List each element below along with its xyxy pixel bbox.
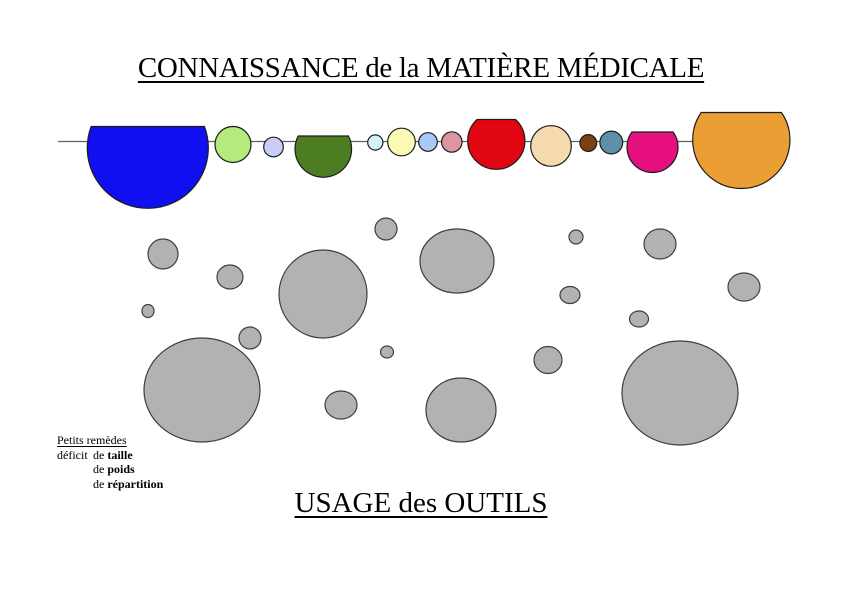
legend-prefix: déficit bbox=[57, 447, 88, 462]
gray-bubble-2 bbox=[216, 264, 244, 290]
bead-blue bbox=[86, 125, 209, 209]
legend-item-pre: de bbox=[93, 476, 105, 491]
bead-pale-yellow bbox=[387, 127, 416, 157]
gray-bubble-8 bbox=[643, 228, 677, 260]
gray-bubble-17 bbox=[533, 345, 563, 375]
legend-item-poids: de poids bbox=[93, 462, 163, 477]
legend-item-pre: de bbox=[93, 447, 105, 462]
gray-bubble-4 bbox=[278, 249, 368, 339]
gray-bubble-13 bbox=[379, 345, 395, 359]
bead-pale-cyan bbox=[367, 134, 384, 151]
legend-body: déficit de taille de poids de répartitio… bbox=[57, 448, 163, 492]
gray-bubble-11 bbox=[628, 310, 650, 328]
bead-magenta bbox=[626, 131, 679, 174]
gray-bubble-3 bbox=[141, 303, 155, 319]
bead-light-blue bbox=[418, 132, 438, 152]
footer-title: USAGE des OUTILS bbox=[294, 487, 548, 519]
bead-dark-green bbox=[294, 135, 353, 178]
bead-brown bbox=[579, 134, 598, 153]
gray-bubble-14 bbox=[143, 337, 261, 443]
gray-bubble-7 bbox=[568, 229, 584, 245]
legend-items: de taille de poids de répartition bbox=[93, 448, 163, 492]
gray-bubble-10 bbox=[727, 272, 761, 302]
gray-bubble-5 bbox=[374, 217, 398, 241]
bead-wheat bbox=[530, 125, 572, 167]
legend: Petits remèdes déficit de taille de poid… bbox=[57, 433, 163, 491]
legend-heading: Petits remèdes bbox=[57, 433, 127, 447]
gray-bubble-18 bbox=[621, 340, 739, 446]
legend-item-pre: de bbox=[93, 462, 105, 476]
gray-bubble-9 bbox=[559, 285, 581, 305]
bead-red bbox=[467, 118, 526, 170]
legend-item-repartition: de répartition bbox=[93, 477, 163, 492]
legend-item-bold: poids bbox=[107, 462, 135, 476]
gray-bubble-12 bbox=[238, 326, 262, 350]
bead-yellow-green bbox=[214, 125, 252, 164]
bead-steel-blue bbox=[599, 130, 624, 155]
gray-bubble-1 bbox=[147, 238, 179, 270]
gray-bubble-16 bbox=[425, 377, 497, 443]
legend-item-bold: taille bbox=[107, 447, 133, 462]
bead-orange bbox=[692, 111, 791, 190]
gray-bubble-6 bbox=[419, 228, 495, 294]
legend-item-taille: de taille bbox=[93, 448, 163, 463]
bead-dusty-pink bbox=[440, 131, 463, 153]
page-title: CONNAISSANCE de la MATIÈRE MÉDICALE bbox=[137, 52, 705, 84]
bead-lavender bbox=[263, 136, 284, 158]
gray-bubble-15 bbox=[324, 390, 358, 420]
legend-item-bold: répartition bbox=[107, 476, 164, 491]
